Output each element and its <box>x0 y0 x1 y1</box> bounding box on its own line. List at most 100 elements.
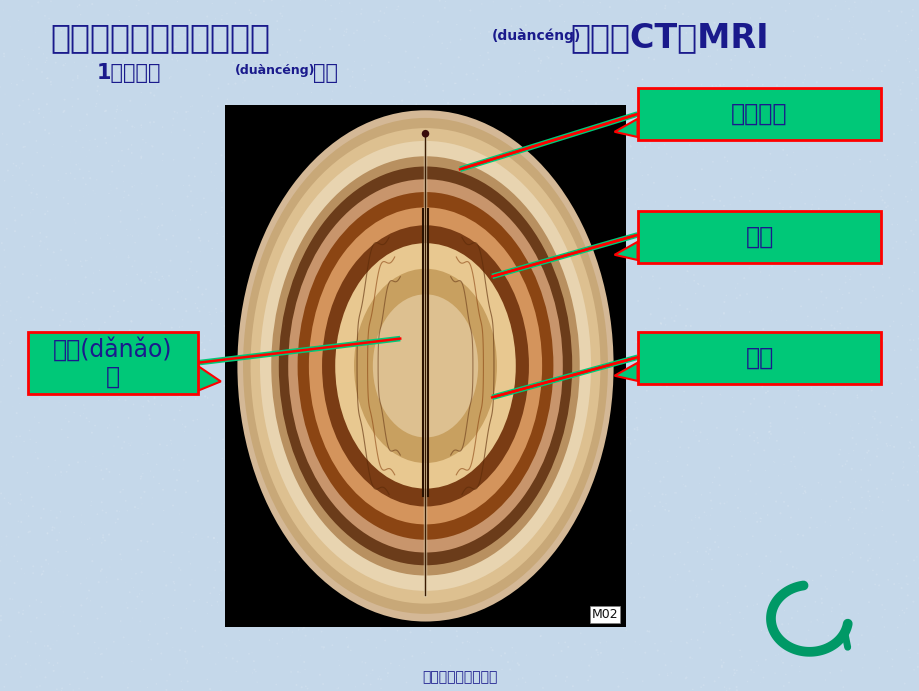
Point <box>447 138 461 149</box>
Point <box>149 267 164 278</box>
Point <box>49 272 63 283</box>
Point <box>288 163 302 174</box>
Point <box>664 151 678 162</box>
Point <box>35 66 50 77</box>
Point <box>828 409 843 420</box>
Point <box>218 272 233 283</box>
Point <box>403 108 417 119</box>
Ellipse shape <box>271 156 579 576</box>
Point <box>711 462 726 473</box>
Point <box>217 518 232 529</box>
Point <box>652 444 666 455</box>
Point <box>211 83 226 94</box>
Point <box>416 515 431 526</box>
Point <box>644 274 659 285</box>
Point <box>207 170 221 181</box>
Point <box>308 549 323 560</box>
Point <box>59 413 74 424</box>
Point <box>164 438 178 449</box>
Point <box>737 242 752 253</box>
Point <box>162 381 176 392</box>
Point <box>423 344 437 355</box>
Point <box>898 578 913 589</box>
Point <box>592 36 607 47</box>
Point <box>152 299 166 310</box>
Point <box>909 362 919 373</box>
Point <box>141 395 155 406</box>
Point <box>430 100 445 111</box>
Point <box>192 594 207 605</box>
Point <box>796 61 811 72</box>
Point <box>716 657 731 668</box>
Point <box>42 274 57 285</box>
Point <box>867 579 881 590</box>
Point <box>40 53 54 64</box>
Point <box>92 89 107 100</box>
Point <box>245 668 260 679</box>
Point <box>850 337 865 348</box>
Point <box>412 167 426 178</box>
Point <box>456 483 471 494</box>
Point <box>602 56 617 67</box>
Point <box>693 681 708 691</box>
Point <box>394 95 409 106</box>
Point <box>443 582 458 593</box>
Point <box>562 496 577 507</box>
Point <box>16 269 30 280</box>
Point <box>242 603 256 614</box>
Point <box>448 348 462 359</box>
Point <box>124 316 139 327</box>
Point <box>512 232 527 243</box>
Point <box>641 350 655 361</box>
Point <box>672 384 686 395</box>
Point <box>459 69 473 80</box>
Point <box>761 401 776 413</box>
Point <box>733 651 748 662</box>
Point <box>328 300 343 311</box>
Point <box>403 408 417 419</box>
Point <box>99 576 114 587</box>
Point <box>584 574 598 585</box>
Point <box>561 641 575 652</box>
Point <box>284 541 299 552</box>
Point <box>43 643 58 654</box>
Point <box>151 221 165 232</box>
Point <box>166 303 181 314</box>
Point <box>377 8 391 19</box>
Point <box>900 53 914 64</box>
Point <box>600 524 615 536</box>
Point <box>609 73 624 84</box>
Point <box>900 399 914 410</box>
Point <box>868 483 883 494</box>
Point <box>82 166 96 177</box>
Point <box>493 420 507 431</box>
Point <box>834 24 848 35</box>
Point <box>822 128 836 139</box>
Point <box>574 105 589 116</box>
Text: 大脑(dǎnǎo)
镰: 大脑(dǎnǎo) 镰 <box>53 337 172 389</box>
Point <box>573 147 588 158</box>
Point <box>873 191 888 202</box>
Point <box>176 375 191 386</box>
Point <box>402 77 416 88</box>
Point <box>748 489 763 500</box>
Point <box>200 562 215 574</box>
Point <box>133 492 148 503</box>
Point <box>636 482 651 493</box>
Point <box>340 64 355 75</box>
Point <box>779 122 794 133</box>
Point <box>301 482 316 493</box>
Point <box>83 135 97 146</box>
Point <box>126 399 141 410</box>
Point <box>75 316 90 327</box>
Point <box>787 266 801 277</box>
Point <box>741 182 755 193</box>
Point <box>702 50 717 61</box>
Point <box>133 275 148 286</box>
Point <box>131 214 146 225</box>
Point <box>591 435 606 446</box>
Point <box>573 208 587 219</box>
Point <box>834 460 849 471</box>
Point <box>159 628 174 639</box>
Point <box>339 102 354 113</box>
